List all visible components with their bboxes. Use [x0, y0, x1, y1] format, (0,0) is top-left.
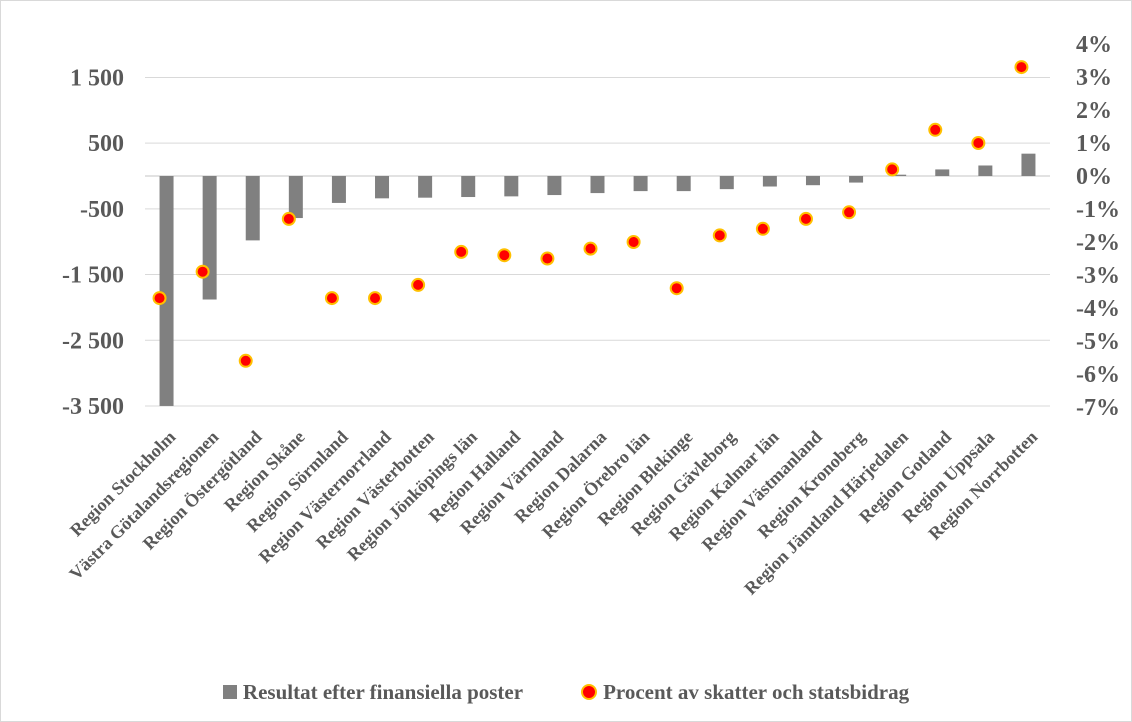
legend-swatch-bar — [222, 685, 237, 699]
y-right-tick-label: -3% — [1076, 263, 1120, 289]
bar — [547, 176, 562, 196]
bar — [159, 176, 174, 406]
data-point — [411, 277, 426, 292]
data-point — [281, 211, 296, 226]
bar — [461, 176, 476, 198]
y-right-tick-label: 4% — [1076, 32, 1112, 58]
bar — [805, 176, 820, 186]
bar — [676, 176, 691, 192]
bar — [504, 176, 519, 197]
bar — [590, 176, 605, 194]
data-point — [971, 136, 986, 150]
data-point — [238, 353, 253, 368]
data-point — [152, 291, 167, 306]
data-point — [798, 211, 813, 226]
y-right-tick-label: 2% — [1076, 98, 1112, 124]
data-point — [755, 221, 770, 236]
y-right-tick-label: -5% — [1076, 329, 1120, 355]
data-point — [885, 162, 900, 177]
y-right-tick-label: -2% — [1076, 230, 1120, 256]
legend-swatch-dot — [581, 684, 598, 700]
y-left-tick-label: 500 — [88, 131, 124, 157]
bar — [1021, 153, 1036, 176]
y-right-tick-label: 3% — [1076, 65, 1112, 91]
data-point — [497, 248, 512, 263]
y-right-tick-label: -1% — [1076, 197, 1120, 223]
data-point — [324, 291, 339, 306]
y-left-tick-label: 1 500 — [70, 65, 124, 91]
bar — [288, 176, 303, 219]
bar — [892, 174, 907, 176]
y-left-tick-label: -2 500 — [62, 328, 124, 354]
legend: Resultat efter finansiella poster Procen… — [0, 672, 1132, 712]
bar — [762, 176, 777, 187]
bar — [375, 176, 390, 199]
bar — [418, 176, 433, 198]
data-point — [1014, 60, 1029, 75]
data-point — [368, 291, 383, 306]
y-left-tick-label: -3 500 — [62, 394, 124, 420]
y-right-tick-label: -7% — [1076, 395, 1120, 421]
data-point — [626, 235, 641, 249]
data-point — [669, 281, 684, 296]
data-point — [928, 122, 943, 137]
data-point — [195, 264, 210, 279]
bar — [633, 176, 648, 192]
y-right-tick-label: -6% — [1076, 362, 1120, 388]
bar — [719, 176, 734, 190]
data-point — [454, 244, 469, 259]
bar — [202, 176, 217, 300]
y-right-tick-label: 1% — [1076, 131, 1112, 157]
bar — [245, 176, 260, 241]
y-left-tick-label: -1 500 — [62, 263, 124, 289]
legend-item-bars: Resultat efter finansiella poster — [222, 679, 524, 705]
legend-label-bars: Resultat efter finansiella poster — [242, 679, 524, 704]
bar — [978, 165, 993, 176]
legend-label-dots: Procent av skatter och statsbidrag — [603, 679, 910, 704]
data-point — [842, 205, 857, 220]
bar — [331, 176, 346, 203]
data-point — [583, 241, 598, 256]
y-right-tick-label: 0% — [1076, 164, 1112, 190]
legend-item-dots: Procent av skatter och statsbidrag — [581, 680, 909, 705]
data-point — [712, 228, 727, 243]
y-right-tick-label: -4% — [1076, 296, 1120, 322]
y-left-tick-label: -500 — [80, 197, 124, 223]
bar — [849, 176, 864, 183]
data-point — [540, 251, 555, 266]
bar — [935, 169, 950, 176]
